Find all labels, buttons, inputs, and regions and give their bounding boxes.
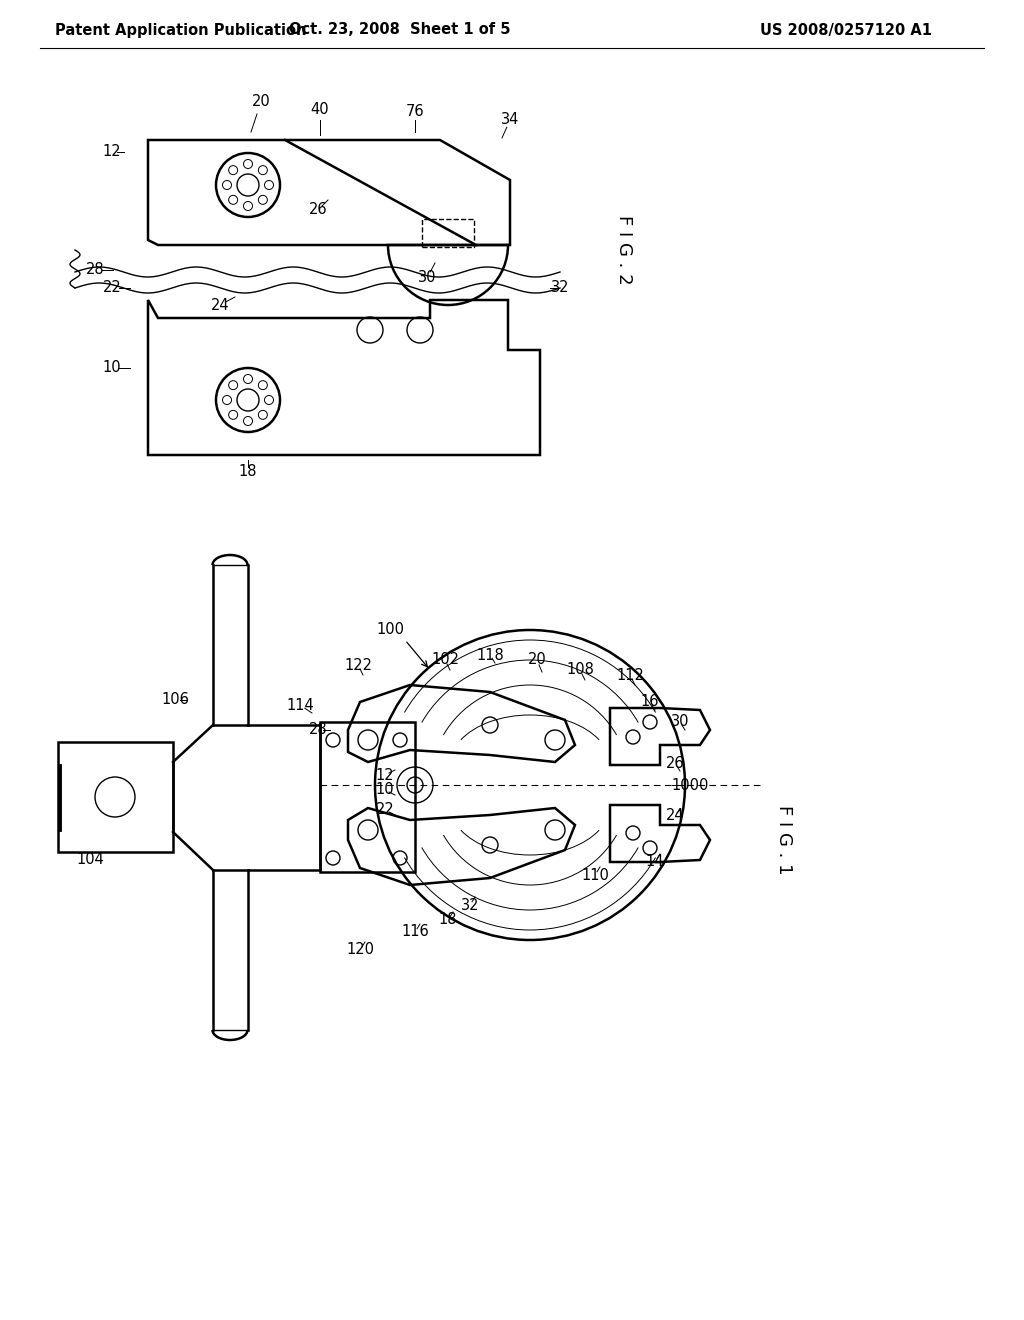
Text: 102: 102 xyxy=(431,652,459,668)
Text: 122: 122 xyxy=(344,657,372,672)
Text: Oct. 23, 2008  Sheet 1 of 5: Oct. 23, 2008 Sheet 1 of 5 xyxy=(289,22,511,37)
Text: 14: 14 xyxy=(646,854,665,870)
Text: 112: 112 xyxy=(616,668,644,682)
Text: 26: 26 xyxy=(308,202,328,218)
Text: 18: 18 xyxy=(438,912,458,928)
Text: F I G . 2: F I G . 2 xyxy=(615,215,633,285)
Text: 34: 34 xyxy=(501,112,519,128)
Text: 108: 108 xyxy=(566,663,594,677)
Text: 40: 40 xyxy=(310,103,330,117)
Text: 16: 16 xyxy=(641,694,659,710)
Text: 120: 120 xyxy=(346,942,374,957)
Text: 20: 20 xyxy=(252,95,270,110)
Text: 10: 10 xyxy=(102,360,121,375)
Text: 20: 20 xyxy=(527,652,547,668)
Text: 12: 12 xyxy=(376,767,394,783)
Text: 12: 12 xyxy=(102,144,121,160)
Text: 118: 118 xyxy=(476,648,504,663)
Text: US 2008/0257120 A1: US 2008/0257120 A1 xyxy=(760,22,932,37)
Text: 106: 106 xyxy=(161,693,189,708)
Text: 30: 30 xyxy=(671,714,689,730)
Text: 32: 32 xyxy=(551,281,569,296)
Text: 116: 116 xyxy=(401,924,429,940)
Text: Patent Application Publication: Patent Application Publication xyxy=(55,22,306,37)
Text: 22: 22 xyxy=(102,281,122,296)
Text: 110: 110 xyxy=(581,867,609,883)
Text: 1000: 1000 xyxy=(672,777,709,792)
Text: 104: 104 xyxy=(76,853,104,867)
Text: 100: 100 xyxy=(376,623,404,638)
Text: 114: 114 xyxy=(286,697,314,713)
Text: 24: 24 xyxy=(666,808,684,822)
Text: 32: 32 xyxy=(461,898,479,912)
Bar xyxy=(58,742,173,851)
Text: F I G . 1: F I G . 1 xyxy=(775,805,793,875)
Text: 76: 76 xyxy=(406,104,424,120)
Text: 10: 10 xyxy=(376,783,394,797)
Text: 28: 28 xyxy=(308,722,328,738)
Text: 28: 28 xyxy=(86,263,104,277)
Text: 30: 30 xyxy=(418,271,436,285)
Bar xyxy=(422,219,474,247)
Bar xyxy=(319,722,415,873)
Text: 26: 26 xyxy=(666,755,684,771)
Text: 22: 22 xyxy=(376,803,394,817)
Text: 24: 24 xyxy=(211,297,229,313)
Text: 18: 18 xyxy=(239,465,257,479)
